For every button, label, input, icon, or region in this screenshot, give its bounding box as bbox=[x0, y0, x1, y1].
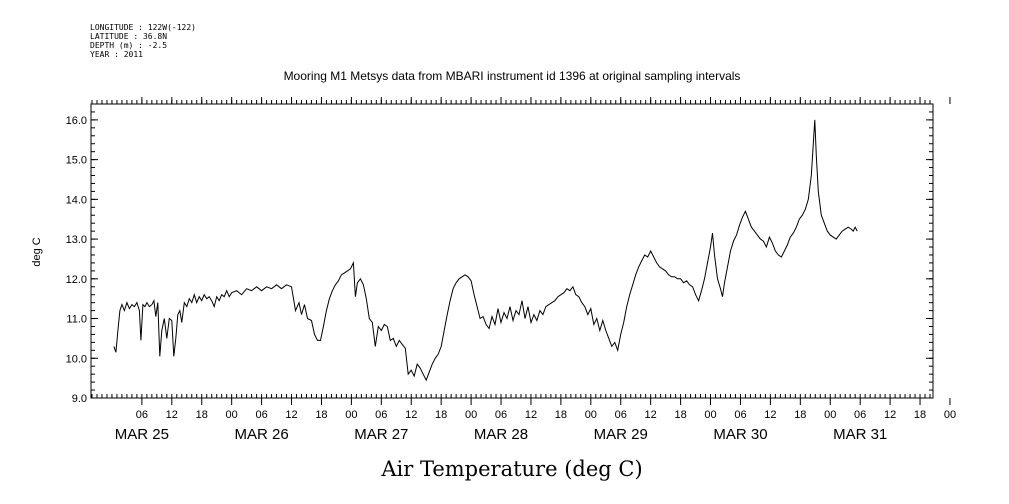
y-tick-label: 13.0 bbox=[66, 234, 87, 246]
x-day-label: MAR 30 bbox=[713, 426, 767, 443]
x-day-label: MAR 27 bbox=[354, 426, 408, 443]
y-axis: 9.0 10.0 11.0 12.0 13.0 14.0 15.0 16.0 bbox=[66, 103, 933, 405]
x-tick-label: 00 bbox=[226, 409, 238, 421]
y-tick-label: 12.0 bbox=[66, 274, 87, 286]
x-tick-label: 06 bbox=[615, 409, 627, 421]
x-day-label: MAR 29 bbox=[594, 426, 648, 443]
y-axis-label: deg C bbox=[31, 237, 43, 266]
chart-title: Mooring M1 Metsys data from MBARI instru… bbox=[284, 69, 741, 83]
x-day-label: MAR 26 bbox=[235, 426, 289, 443]
x-day-label: MAR 31 bbox=[833, 426, 887, 443]
y-tick-label: 9.0 bbox=[72, 393, 87, 405]
header-line: LATITUDE : 36.8N bbox=[90, 32, 167, 41]
header-line: DEPTH (m) : -2.5 bbox=[90, 41, 167, 50]
x-tick-label: 00 bbox=[944, 409, 956, 421]
y-tick-label: 10.0 bbox=[66, 353, 87, 365]
x-tick-label: 12 bbox=[405, 409, 417, 421]
x-axis: 06 12 18 00 06 12 18 00 06 12 18 00 06 12 18 00 06 12 18 00… bbox=[91, 97, 956, 421]
x-tick-label: 12 bbox=[285, 409, 297, 421]
series-line-air-temperature bbox=[113, 119, 858, 382]
x-tick-label: 06 bbox=[495, 409, 507, 421]
x-axis-day-labels: MAR 25 MAR 26 MAR 27 MAR 28 MAR 29 MAR 30 MAR … bbox=[115, 426, 887, 443]
x-tick-label: 00 bbox=[345, 409, 357, 421]
header-line: LONGITUDE : 122W(-122) bbox=[90, 23, 196, 32]
x-tick-label: 18 bbox=[555, 409, 567, 421]
x-tick-label: 00 bbox=[704, 409, 716, 421]
x-tick-label: 12 bbox=[525, 409, 537, 421]
x-day-label: MAR 25 bbox=[115, 426, 169, 443]
x-tick-label: 00 bbox=[585, 409, 597, 421]
x-tick-label: 12 bbox=[645, 409, 657, 421]
x-tick-label: 00 bbox=[465, 409, 477, 421]
x-tick-label: 18 bbox=[674, 409, 686, 421]
x-tick-label: 06 bbox=[375, 409, 387, 421]
metadata-header: LONGITUDE : 122W(-122)LATITUDE : 36.8NDE… bbox=[90, 23, 196, 59]
x-tick-label: 18 bbox=[914, 409, 926, 421]
x-tick-label: 00 bbox=[824, 409, 836, 421]
x-tick-label: 18 bbox=[435, 409, 447, 421]
y-tick-label: 11.0 bbox=[66, 314, 87, 326]
x-tick-label: 06 bbox=[854, 409, 866, 421]
x-tick-label: 18 bbox=[794, 409, 806, 421]
x-tick-label: 06 bbox=[255, 409, 267, 421]
plot-frame bbox=[90, 103, 934, 399]
x-tick-label: 12 bbox=[884, 409, 896, 421]
x-day-label: MAR 28 bbox=[474, 426, 528, 443]
y-tick-label: 15.0 bbox=[66, 155, 87, 167]
header-line: YEAR : 2011 bbox=[90, 50, 143, 59]
y-tick-label: 16.0 bbox=[66, 115, 87, 127]
x-axis-label: Air Temperature (deg C) bbox=[380, 457, 642, 481]
x-tick-label: 06 bbox=[136, 409, 148, 421]
y-tick-label: 14.0 bbox=[66, 194, 87, 206]
x-tick-label: 18 bbox=[315, 409, 327, 421]
x-tick-label: 12 bbox=[166, 409, 178, 421]
x-tick-label: 18 bbox=[196, 409, 208, 421]
x-tick-label: 06 bbox=[734, 409, 746, 421]
x-tick-label: 12 bbox=[764, 409, 776, 421]
